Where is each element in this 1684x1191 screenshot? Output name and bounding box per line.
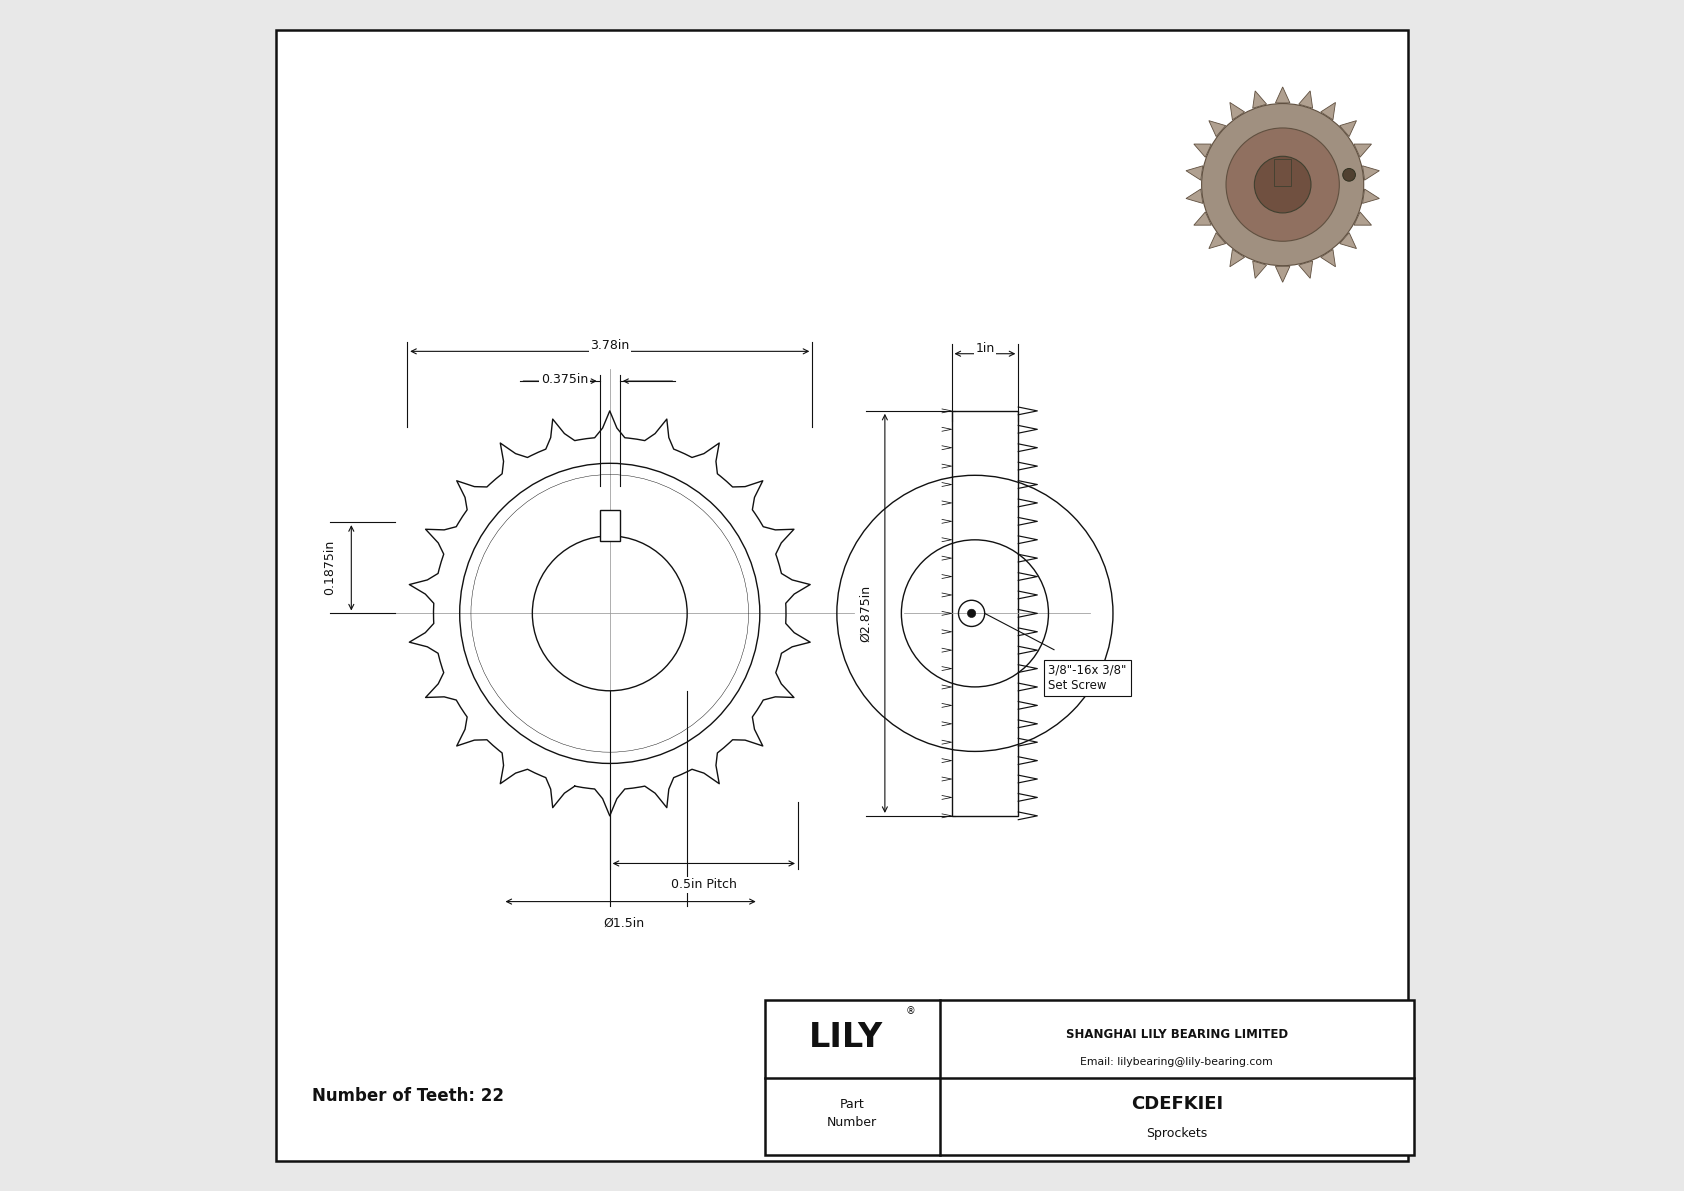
Text: ®: ® <box>906 1006 916 1016</box>
Polygon shape <box>1186 166 1202 180</box>
Bar <box>600 510 620 541</box>
Text: Ø1.5in: Ø1.5in <box>603 917 645 929</box>
Polygon shape <box>1340 120 1357 137</box>
Bar <box>951 411 1019 816</box>
Text: Sprockets: Sprockets <box>1147 1127 1207 1140</box>
Polygon shape <box>1209 232 1226 249</box>
Polygon shape <box>1186 189 1202 204</box>
Circle shape <box>1342 168 1356 181</box>
Polygon shape <box>1362 166 1379 180</box>
Polygon shape <box>1275 87 1290 102</box>
Text: 1in: 1in <box>975 343 995 355</box>
Polygon shape <box>1275 267 1290 282</box>
Text: SHANGHAI LILY BEARING LIMITED: SHANGHAI LILY BEARING LIMITED <box>1066 1028 1288 1041</box>
Polygon shape <box>1340 232 1357 249</box>
Text: LILY: LILY <box>808 1021 884 1054</box>
Polygon shape <box>1298 261 1312 279</box>
Text: 3/8"-16x 3/8"
Set Screw: 3/8"-16x 3/8" Set Screw <box>1047 665 1127 692</box>
Polygon shape <box>1362 189 1379 204</box>
Text: Number of Teeth: 22: Number of Teeth: 22 <box>312 1086 504 1105</box>
Text: 0.375in: 0.375in <box>541 374 588 386</box>
Text: 3.78in: 3.78in <box>589 339 630 351</box>
Polygon shape <box>1253 91 1266 108</box>
Text: Email: lilybearing@lily-bearing.com: Email: lilybearing@lily-bearing.com <box>1081 1058 1273 1067</box>
Polygon shape <box>1209 120 1226 137</box>
Text: CDEFKIEI: CDEFKIEI <box>1130 1096 1223 1114</box>
Text: Ø2.875in: Ø2.875in <box>859 585 872 642</box>
Bar <box>765 1000 1413 1155</box>
Text: 0.1875in: 0.1875in <box>323 541 337 596</box>
Circle shape <box>1202 104 1364 266</box>
Polygon shape <box>1354 144 1371 157</box>
Polygon shape <box>1354 212 1371 225</box>
Polygon shape <box>1229 102 1244 120</box>
Circle shape <box>1255 156 1310 213</box>
Text: 0.5in Pitch: 0.5in Pitch <box>670 879 738 891</box>
Circle shape <box>967 609 975 618</box>
Polygon shape <box>1194 144 1211 157</box>
Polygon shape <box>1194 212 1211 225</box>
Circle shape <box>1226 127 1339 242</box>
Text: Part
Number: Part Number <box>827 1098 877 1129</box>
Polygon shape <box>1320 249 1335 267</box>
Bar <box>1275 158 1292 186</box>
Polygon shape <box>1253 261 1266 279</box>
Polygon shape <box>1320 102 1335 120</box>
Polygon shape <box>1298 91 1312 108</box>
Polygon shape <box>1229 249 1244 267</box>
